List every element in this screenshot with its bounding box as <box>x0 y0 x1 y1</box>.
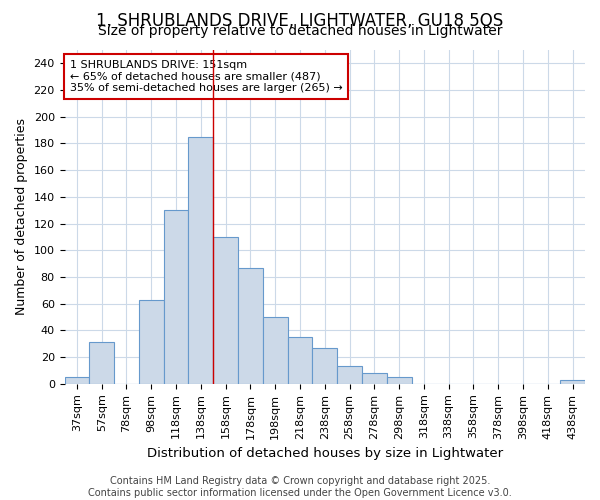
Y-axis label: Number of detached properties: Number of detached properties <box>15 118 28 316</box>
Bar <box>362 373 387 384</box>
Bar <box>89 342 114 384</box>
Bar <box>213 237 238 384</box>
Bar <box>560 380 585 384</box>
Bar <box>287 337 313 384</box>
Bar <box>387 377 412 384</box>
Bar <box>313 348 337 384</box>
Text: Contains HM Land Registry data © Crown copyright and database right 2025.
Contai: Contains HM Land Registry data © Crown c… <box>88 476 512 498</box>
Text: 1 SHRUBLANDS DRIVE: 151sqm
← 65% of detached houses are smaller (487)
35% of sem: 1 SHRUBLANDS DRIVE: 151sqm ← 65% of deta… <box>70 60 343 93</box>
Text: Size of property relative to detached houses in Lightwater: Size of property relative to detached ho… <box>98 24 502 38</box>
Bar <box>139 300 164 384</box>
Bar <box>164 210 188 384</box>
Bar <box>337 366 362 384</box>
Bar <box>188 137 213 384</box>
X-axis label: Distribution of detached houses by size in Lightwater: Distribution of detached houses by size … <box>147 447 503 460</box>
Bar <box>263 317 287 384</box>
Text: 1, SHRUBLANDS DRIVE, LIGHTWATER, GU18 5QS: 1, SHRUBLANDS DRIVE, LIGHTWATER, GU18 5Q… <box>97 12 503 30</box>
Bar <box>65 377 89 384</box>
Bar <box>238 268 263 384</box>
